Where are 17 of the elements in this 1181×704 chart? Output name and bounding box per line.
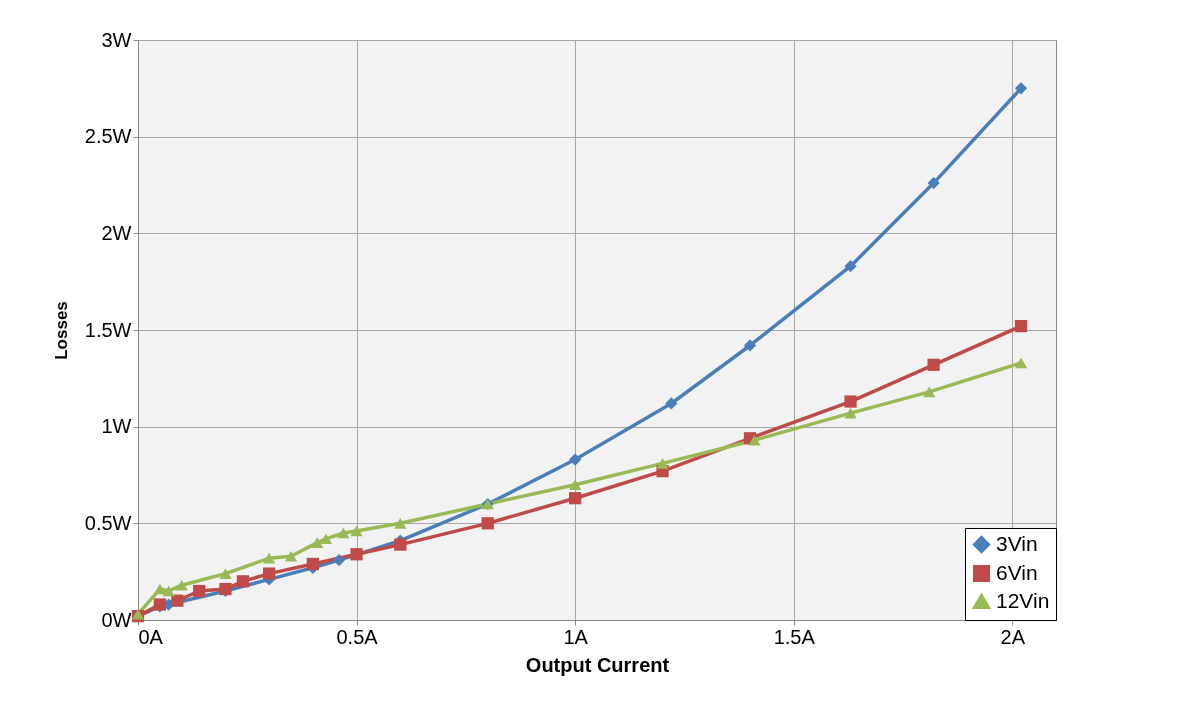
y-tick-label: 2.5W (84, 125, 132, 148)
y-tick-label: 1W (101, 415, 132, 438)
x-tick-label: 1.5A (773, 625, 816, 648)
y-tick-label: 3W (101, 28, 132, 51)
legend-label: 6Vin (996, 560, 1038, 584)
x-tick-label: 1A (563, 625, 589, 648)
y-tick-label: 0W (101, 608, 132, 631)
y-axis-title: Losses (51, 301, 71, 360)
x-tick-label: 0A (138, 625, 164, 648)
x-tick-label: 2A (1000, 625, 1026, 648)
x-axis-title: Output Current (525, 653, 670, 676)
y-tick-label: 1.5W (84, 318, 132, 341)
legend-label: 3Vin (996, 531, 1038, 555)
x-tick-label: 0.5A (336, 625, 379, 648)
legend-label: 12Vin (996, 588, 1050, 612)
y-tick-label: 0.5W (84, 511, 132, 534)
y-tick-label: 2W (101, 221, 132, 244)
